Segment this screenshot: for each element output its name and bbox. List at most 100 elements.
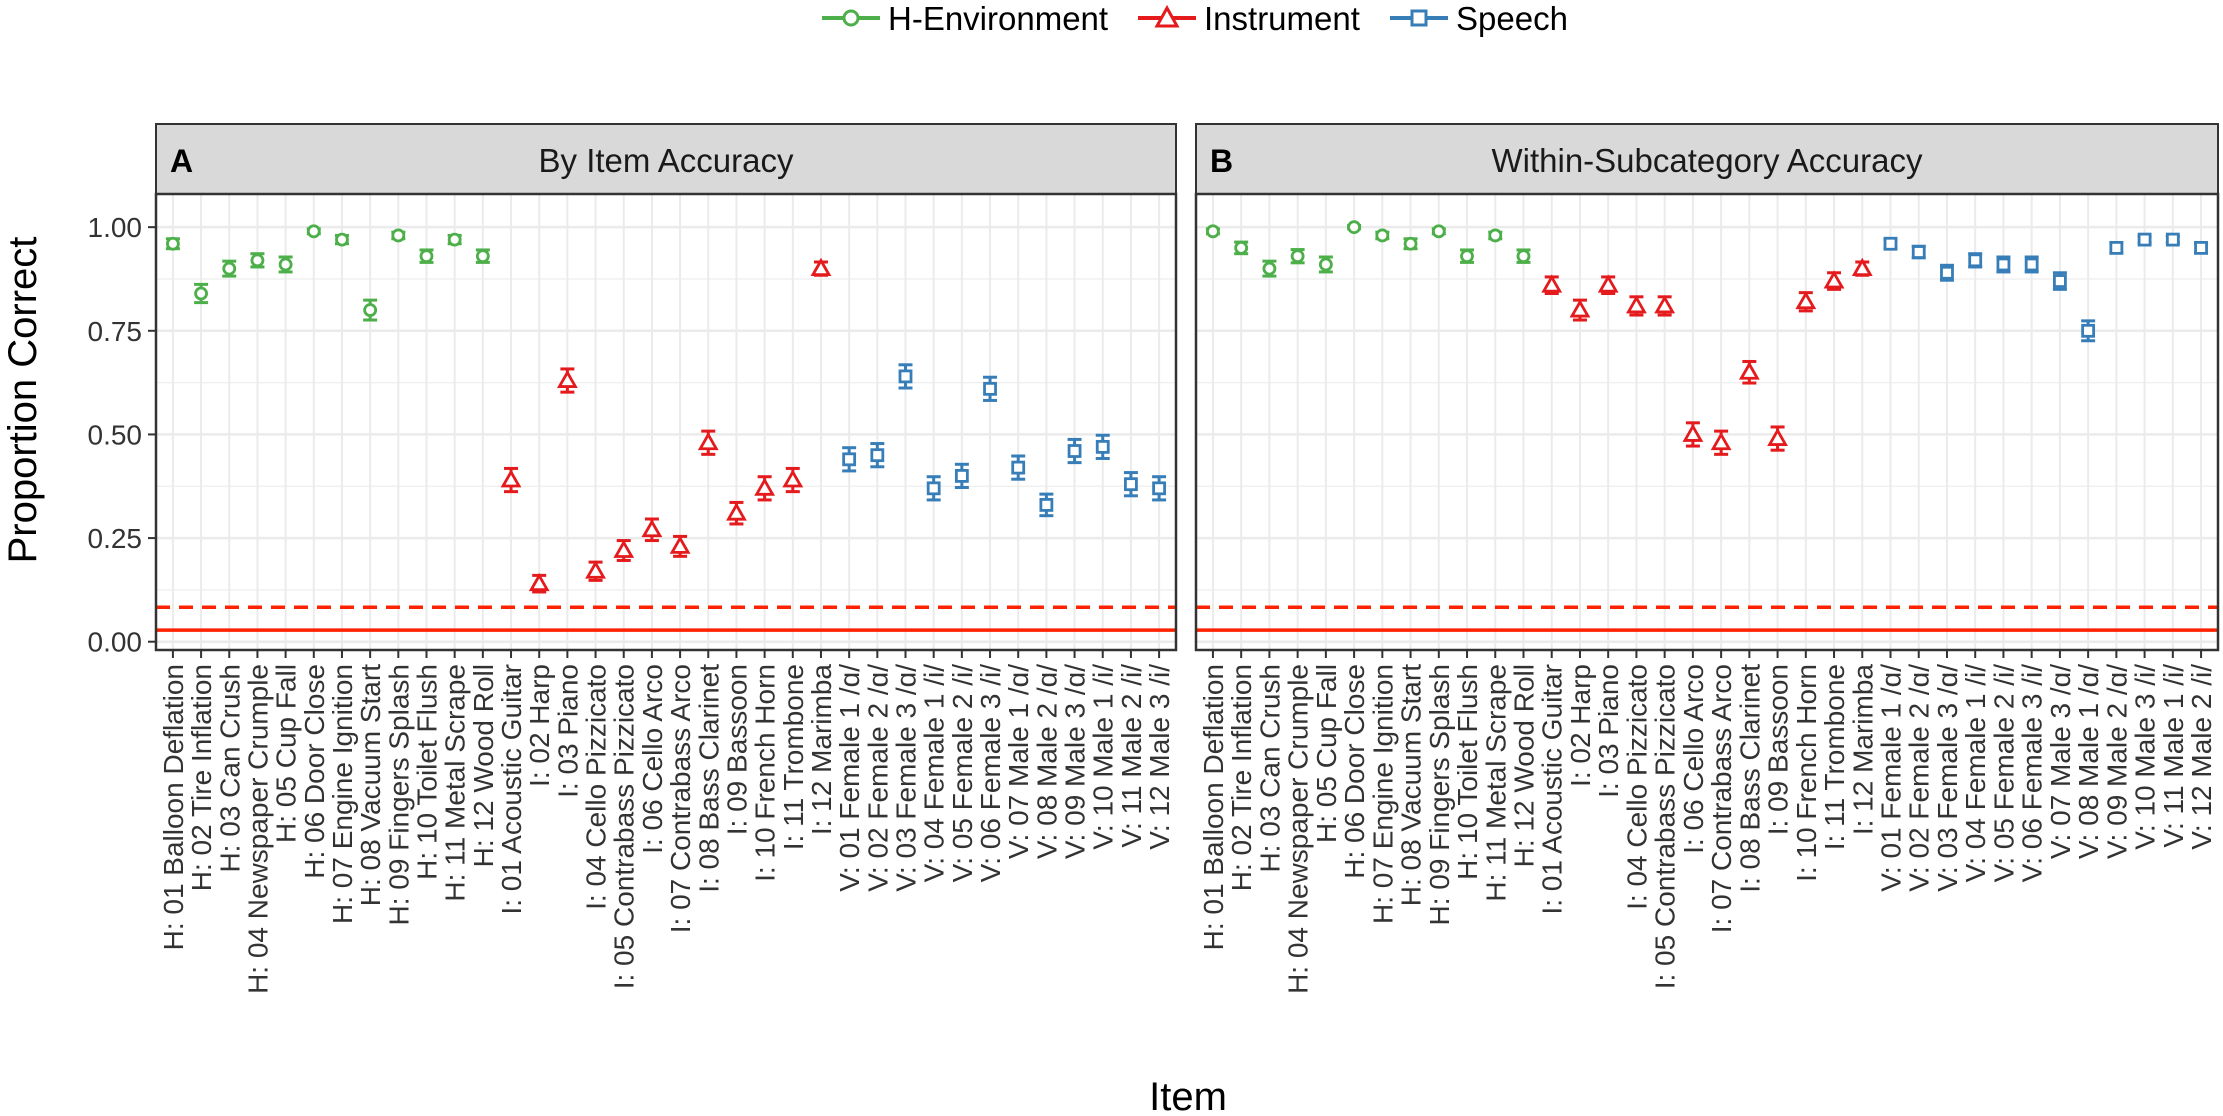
x-tick-label: I: 04 Cello Pizzicato xyxy=(581,664,612,910)
data-point xyxy=(306,224,321,239)
x-tick-label: H: 11 Metal Scrape xyxy=(1480,664,1511,902)
marker-circle xyxy=(447,232,462,247)
marker-square xyxy=(954,468,969,483)
marker-triangle xyxy=(1851,257,1873,277)
marker-circle xyxy=(306,224,321,239)
x-tick-label: V: 08 Male 1 /ɑ/ xyxy=(2073,664,2104,859)
marker-triangle xyxy=(1626,295,1647,314)
data-point xyxy=(1682,421,1704,448)
marker-circle xyxy=(391,228,406,243)
data-point xyxy=(250,252,265,269)
x-tick-label: I: 11 Trombone xyxy=(1819,664,1850,850)
data-point xyxy=(165,236,180,251)
x-tick-label: I: 06 Cello Arco xyxy=(637,664,668,854)
x-tick-label: V: 05 Female 2 /i/ xyxy=(947,664,978,883)
x-tick-label: I: 08 Bass Clarinet xyxy=(693,664,724,893)
data-point xyxy=(1347,220,1362,235)
marker-circle xyxy=(194,286,208,301)
x-tick-label: V: 03 Female 3 /ɑ/ xyxy=(1932,664,1963,892)
marker-square xyxy=(2109,240,2124,255)
x-tick-label: H: 12 Wood Roll xyxy=(1508,664,1539,867)
x-tick-label: I: 11 Trombone xyxy=(778,664,809,850)
data-point xyxy=(1290,248,1305,265)
data-point xyxy=(754,475,776,502)
x-tick-label: V: 05 Female 2 /i/ xyxy=(1988,664,2019,883)
marker-triangle xyxy=(1795,290,1817,310)
x-tick-label: I: 09 Bassoon xyxy=(721,664,752,835)
marker-square xyxy=(1883,236,1898,251)
x-tick-label: V: 12 Male 2 /i/ xyxy=(2186,664,2217,850)
data-point xyxy=(1738,359,1760,385)
data-point xyxy=(1851,257,1873,277)
x-axis-title: Item xyxy=(1149,1075,1227,1116)
x-tick-label: V: 02 Female 2 /ɑ/ xyxy=(1904,664,1935,892)
x-tick-label: V: 10 Male 1 /i/ xyxy=(1088,664,1119,850)
data-point xyxy=(194,282,209,305)
x-tick-label: I: 07 Contrabass Arco xyxy=(665,664,696,933)
x-tick-label: H: 07 Engine Ignition xyxy=(327,664,358,924)
marker-triangle xyxy=(669,535,691,554)
y-tick-label: 0.00 xyxy=(88,627,143,658)
legend-marker-triangle-icon xyxy=(1154,4,1180,28)
data-point xyxy=(1460,248,1475,264)
data-point xyxy=(983,375,998,402)
marker-circle xyxy=(1488,228,1503,243)
data-point xyxy=(697,429,719,456)
x-tick-label: I: 06 Cello Arco xyxy=(1678,664,1709,854)
panel-border xyxy=(1194,192,2220,652)
x-tick-label: V: 10 Male 3 /i/ xyxy=(2130,664,2161,850)
x-tick-label: V: 01 Female 1 /ɑ/ xyxy=(834,664,865,892)
marker-triangle xyxy=(613,539,635,558)
data-point xyxy=(363,298,378,322)
x-tick-label: H: 02 Tire Inflation xyxy=(1226,664,1257,891)
x-tick-label: H: 10 Toilet Flush xyxy=(1452,664,1483,880)
marker-square xyxy=(2165,232,2180,247)
x-tick-label: V: 04 Female 1 /i/ xyxy=(1960,664,1991,883)
marker-square xyxy=(983,381,997,396)
marker-square xyxy=(898,369,913,384)
data-point xyxy=(1488,228,1503,243)
marker-square xyxy=(1067,444,1082,458)
marker-triangle xyxy=(528,572,550,592)
x-tick-label: I: 02 Harp xyxy=(1565,664,1596,787)
marker-triangle xyxy=(585,560,606,579)
data-point xyxy=(669,534,691,558)
data-point xyxy=(1375,228,1390,243)
x-tick-label: H: 09 Fingers Splash xyxy=(1424,664,1455,925)
data-point xyxy=(1205,224,1220,239)
marker-triangle xyxy=(1541,274,1563,293)
marker-circle xyxy=(363,303,378,317)
legend-label-instrument: Instrument xyxy=(1204,0,1360,37)
x-tick-label: H: 11 Metal Scrape xyxy=(440,664,471,902)
marker-circle xyxy=(475,249,490,264)
data-point xyxy=(1823,270,1845,291)
marker-circle xyxy=(278,257,293,272)
legend-marker-square-icon xyxy=(1410,9,1428,27)
marker-triangle xyxy=(1654,295,1676,314)
legend-item-speech: Speech xyxy=(1390,0,1568,37)
data-point xyxy=(419,248,434,264)
data-point xyxy=(1597,274,1619,295)
marker-circle xyxy=(1375,228,1390,243)
y-tick-label: 0.50 xyxy=(88,419,143,450)
x-tick-label: H: 07 Engine Ignition xyxy=(1367,664,1398,924)
x-tick-label: I: 02 Harp xyxy=(524,664,555,787)
data-point xyxy=(842,446,857,473)
x-tick-label: V: 11 Male 1 /i/ xyxy=(2158,664,2189,848)
marker-square xyxy=(842,452,857,467)
marker-circle xyxy=(1460,249,1474,264)
data-point xyxy=(2194,240,2209,255)
data-point xyxy=(1626,295,1647,317)
marker-triangle xyxy=(500,469,522,488)
marker-triangle xyxy=(1569,299,1591,318)
strip-header xyxy=(1195,123,2219,195)
panel-b: B Within-Subcategory Accuracy H: 01 Balloo… xyxy=(1194,123,2220,994)
data-point xyxy=(1795,290,1817,313)
data-point xyxy=(1123,471,1138,498)
marker-square xyxy=(1911,245,1926,259)
marker-triangle xyxy=(754,477,776,496)
data-point xyxy=(1403,236,1418,251)
data-point xyxy=(1431,224,1446,239)
marker-triangle xyxy=(1597,274,1619,293)
y-axis-title: Proportion Correct xyxy=(1,237,45,564)
